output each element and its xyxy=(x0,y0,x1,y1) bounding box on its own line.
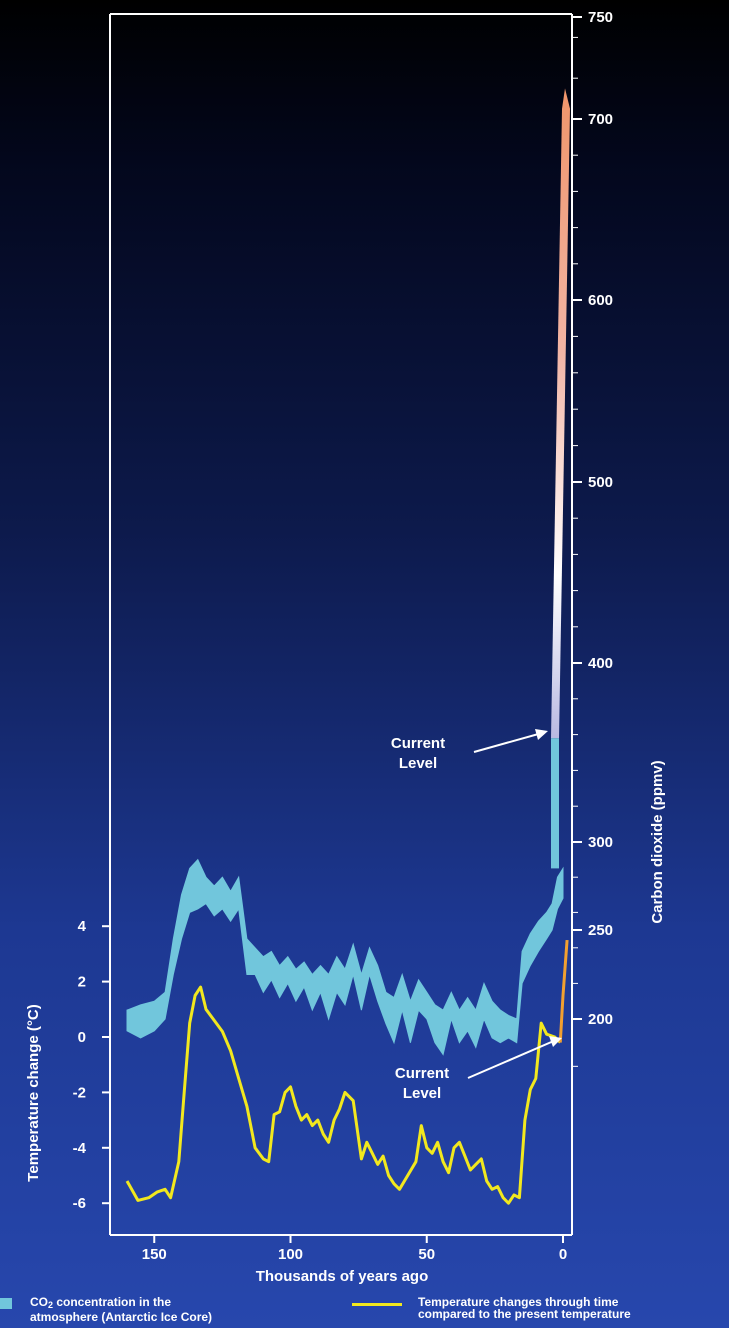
legend-temperature-swatch xyxy=(352,1303,402,1306)
legend-co2: CO2 concentration in the atmosphere (Ant… xyxy=(0,1296,330,1328)
right-y-tick-label: 250 xyxy=(588,922,613,939)
co2-modern-rise xyxy=(551,738,559,869)
x-axis-ticks: 150 100 50 0 xyxy=(142,1235,567,1263)
temp-current-level-annotation: Current Level xyxy=(395,1036,562,1102)
right-y-tick-label: 750 xyxy=(588,9,613,26)
left-y-tick-label: -4 xyxy=(73,1140,87,1157)
legend-co2-swatch xyxy=(0,1298,12,1309)
right-y-tick-label: 300 xyxy=(588,834,613,851)
left-y-tick-label: 4 xyxy=(78,918,87,935)
right-y-tick-label: 700 xyxy=(588,111,613,128)
co2-annotation-line2: Level xyxy=(399,755,437,772)
left-y-tick-label: 0 xyxy=(78,1029,86,1046)
left-y-axis-ticks: 4 2 0 -2 -4 -6 xyxy=(73,918,110,1212)
temp-annotation-line1: Current xyxy=(395,1065,449,1082)
right-y-tick-label: 600 xyxy=(588,292,613,309)
right-y-tick-label: 500 xyxy=(588,474,613,491)
temp-annotation-line2: Level xyxy=(403,1085,441,1102)
co2-annotation-arrow xyxy=(473,732,543,753)
legend-temperature: Temperature changes through time compare… xyxy=(352,1296,729,1328)
x-tick-label: 0 xyxy=(559,1246,567,1263)
co2-current-level-annotation: Current Level xyxy=(391,729,548,772)
co2-band-series xyxy=(126,858,564,1056)
left-y-tick-label: -6 xyxy=(73,1195,86,1212)
x-tick-label: 150 xyxy=(142,1246,167,1263)
temp-annotation-arrowhead xyxy=(549,1036,562,1047)
temp-annotation-arrow xyxy=(467,1039,557,1079)
right-y-axis-minor-ticks xyxy=(572,36,578,1067)
co2-projection-spike xyxy=(551,88,570,739)
left-y-tick-label: 2 xyxy=(78,974,86,991)
right-y-tick-label: 200 xyxy=(588,1011,613,1028)
x-axis-title: Thousands of years ago xyxy=(256,1268,429,1285)
right-y-tick-label: 400 xyxy=(588,655,613,672)
x-tick-label: 100 xyxy=(278,1246,303,1263)
co2-annotation-arrowhead xyxy=(535,729,548,740)
legend-co2-text: CO2 concentration in the atmosphere (Ant… xyxy=(30,1295,213,1324)
right-y-axis-ticks: 750 700 600 500 400 300 250 200 xyxy=(572,9,613,1028)
legend-temperature-text: Temperature changes through time compare… xyxy=(418,1295,631,1321)
left-y-tick-label: -2 xyxy=(73,1084,86,1101)
co2-annotation-line1: Current xyxy=(391,735,445,752)
right-y-axis-title: Carbon dioxide (ppmv) xyxy=(649,760,666,923)
left-y-axis-title: Temperature change (°C) xyxy=(25,1004,42,1181)
temperature-recent-rise xyxy=(558,939,569,1043)
x-tick-label: 50 xyxy=(418,1246,435,1263)
temperature-series-line xyxy=(125,985,562,1205)
